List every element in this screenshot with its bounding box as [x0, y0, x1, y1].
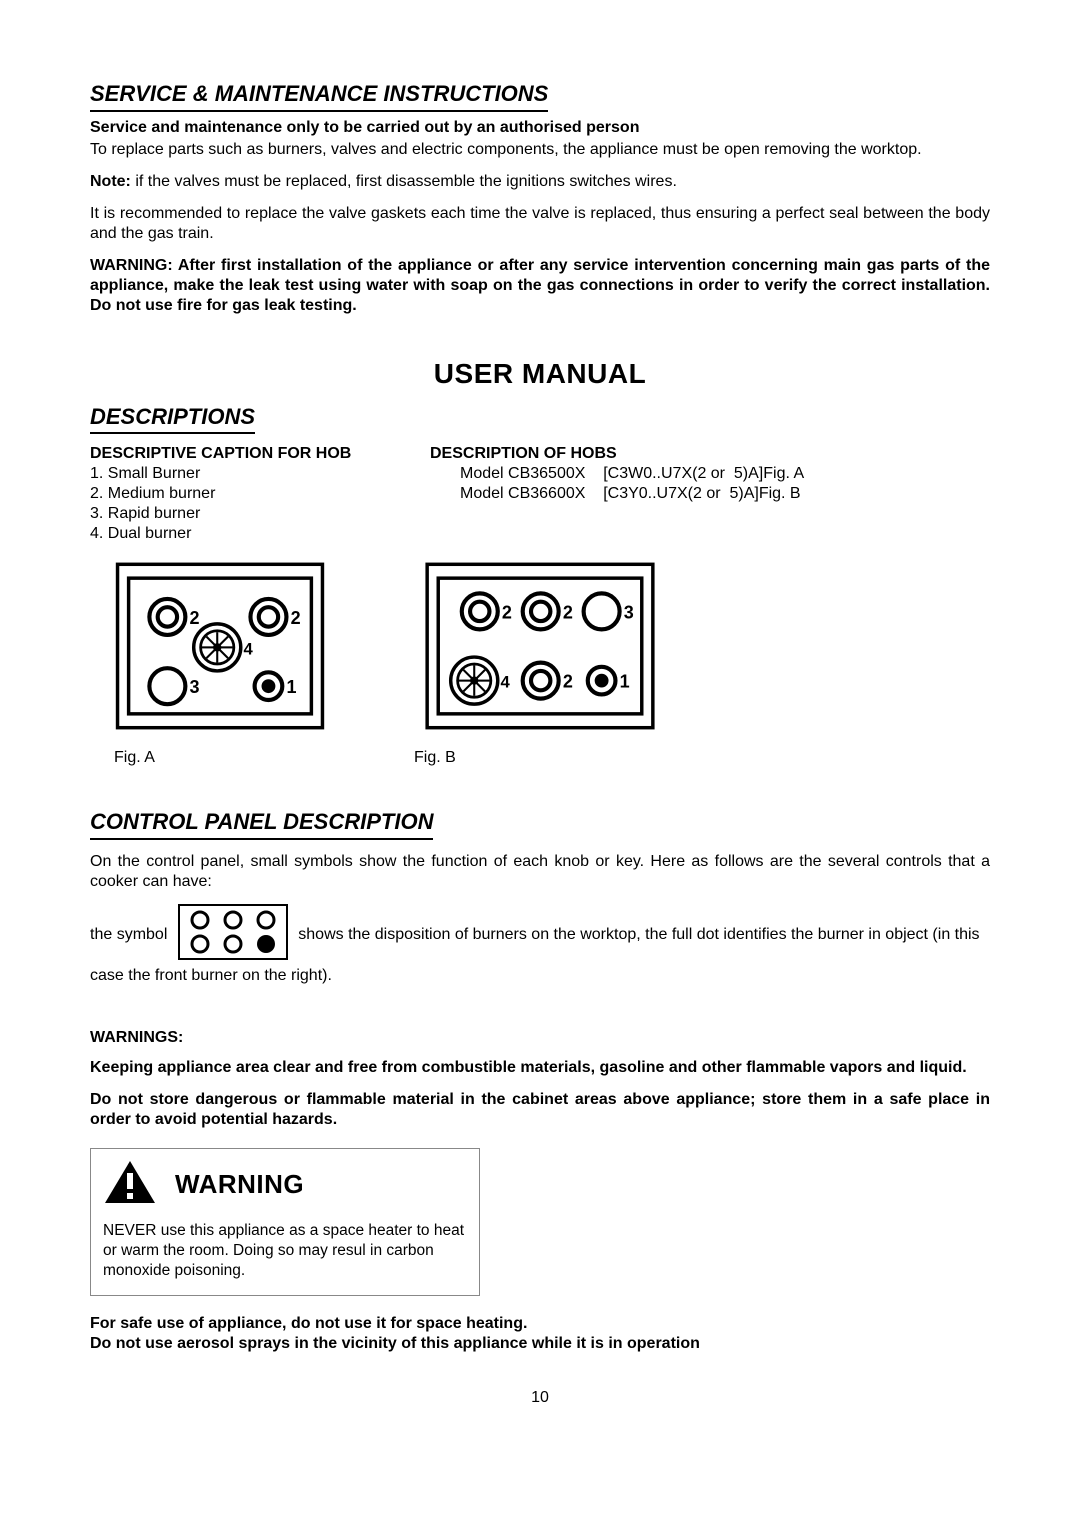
section-heading-control: CONTROL PANEL DESCRIPTION	[90, 808, 433, 840]
svg-text:4: 4	[501, 673, 511, 692]
fig-a-caption: Fig. A	[90, 748, 350, 768]
service-p1: To replace parts such as burners, valves…	[90, 140, 990, 160]
svg-text:3: 3	[624, 602, 634, 622]
figure-b: 2 2 3 2 1 4 Fig. B	[390, 556, 690, 768]
figure-a: 2 2 3 1 4 Fig. A	[90, 556, 350, 768]
section-heading-service: SERVICE & MAINTENANCE INSTRUCTIONS	[90, 80, 548, 112]
hob-diagram-b-icon: 2 2 3 2 1 4	[390, 556, 690, 736]
list-item: 4. Dual burner	[90, 524, 390, 544]
svg-text:2: 2	[563, 602, 573, 622]
warning-1: Keeping appliance area clear and free fr…	[90, 1058, 990, 1078]
svg-text:2: 2	[502, 602, 512, 622]
svg-text:2: 2	[190, 608, 200, 628]
warning-box-body: NEVER use this appliance as a space heat…	[103, 1221, 467, 1281]
service-p2: It is recommended to replace the valve g…	[90, 204, 990, 244]
warning-box: WARNING NEVER use this appliance as a sp…	[90, 1148, 480, 1296]
svg-text:2: 2	[291, 608, 301, 628]
list-item: 1. Small Burner	[90, 464, 390, 484]
svg-text:3: 3	[190, 677, 200, 697]
svg-text:2: 2	[563, 672, 573, 692]
warnings-label: WARNINGS:	[90, 1028, 990, 1048]
caption-column: DESCRIPTIVE CAPTION FOR HOB 1. Small Bur…	[90, 444, 390, 544]
control-symbol-line: the symbol shows the disposition of burn…	[90, 904, 990, 986]
main-title: USER MANUAL	[90, 356, 990, 391]
control-intro: On the control panel, small symbols show…	[90, 852, 990, 892]
caption-label: DESCRIPTIVE CAPTION FOR HOB	[90, 444, 390, 464]
hobs-column: DESCRIPTION OF HOBS Model CB36500X [C3W0…	[430, 444, 990, 544]
descriptions-section: DESCRIPTIONS DESCRIPTIVE CAPTION FOR HOB…	[90, 403, 990, 769]
hob-diagram-a-icon: 2 2 3 1 4	[90, 556, 350, 736]
svg-text:1: 1	[286, 677, 296, 697]
burner-layout-icon	[178, 904, 288, 966]
safe-2: Do not use aerosol sprays in the vicinit…	[90, 1334, 990, 1354]
list-item: 2. Medium burner	[90, 484, 390, 504]
service-warning: WARNING: After first installation of the…	[90, 256, 990, 316]
sym-pre: the symbol	[90, 926, 167, 943]
svg-text:4: 4	[244, 639, 254, 658]
hob-model-a: Model CB36500X [C3W0..U7X(2 or 5)A]Fig. …	[430, 464, 990, 484]
warning-2: Do not store dangerous or flammable mate…	[90, 1090, 990, 1130]
note-text: if the valves must be replaced, first di…	[131, 173, 677, 190]
note-label: Note:	[90, 173, 131, 190]
safe-1: For safe use of appliance, do not use it…	[90, 1314, 990, 1334]
warning-box-heading: WARNING	[175, 1168, 304, 1201]
warning-triangle-icon	[103, 1159, 157, 1211]
service-note: Note: if the valves must be replaced, fi…	[90, 172, 990, 192]
svg-text:1: 1	[620, 672, 630, 692]
fig-b-caption: Fig. B	[390, 748, 690, 768]
service-section: SERVICE & MAINTENANCE INSTRUCTIONS Servi…	[90, 80, 990, 316]
hob-model-b: Model CB36600X [C3Y0..U7X(2 or 5)A]Fig. …	[430, 484, 990, 504]
control-panel-section: CONTROL PANEL DESCRIPTION On the control…	[90, 808, 990, 1354]
list-item: 3. Rapid burner	[90, 504, 390, 524]
burner-list: 1. Small Burner 2. Medium burner 3. Rapi…	[90, 464, 390, 544]
section-heading-descriptions: DESCRIPTIONS	[90, 403, 255, 435]
hobs-label: DESCRIPTION OF HOBS	[430, 444, 990, 464]
service-subhead: Service and maintenance only to be carri…	[90, 119, 639, 136]
page-number: 10	[90, 1388, 990, 1408]
